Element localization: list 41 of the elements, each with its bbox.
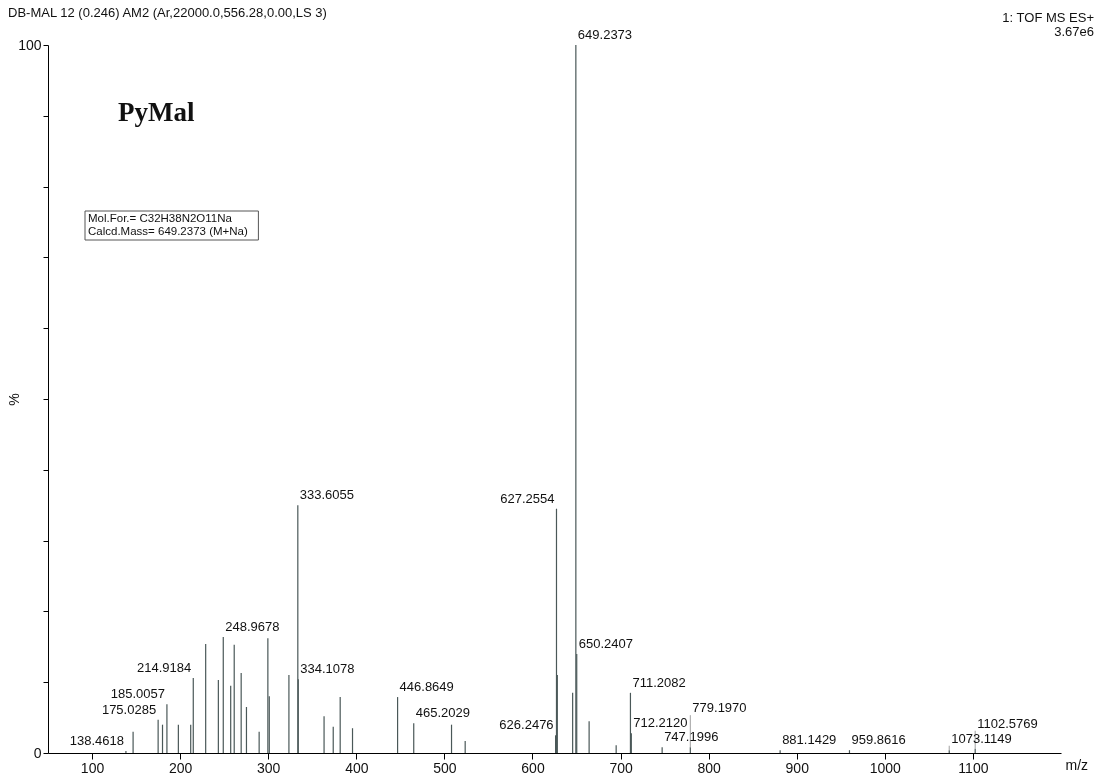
annotation: 214.9184 [137, 659, 192, 675]
x-tick-label: 1100 [958, 759, 989, 776]
annotation: Calcd.Mass= 649.2373 (M+Na) [88, 224, 248, 237]
chart-title: DB-MAL 12 (0.246) AM2 (Ar,22000.0,556.28,0.00,LS 3) [8, 5, 327, 20]
text: 3.67e6 [1054, 24, 1094, 39]
annotation: 712.2120 [633, 715, 688, 731]
annotation: Mol.For.= C32H38N2O11Na [88, 212, 233, 224]
annotation: 175.0285 [101, 701, 157, 717]
annotation: PyMal [118, 97, 195, 127]
y-tick-label: 0 [33, 744, 42, 761]
annotation: 446.8649 [399, 679, 454, 695]
x-tick-label: 200 [168, 759, 193, 776]
annotation: 626.2476 [499, 717, 554, 733]
text: 1: TOF MS ES+ [1002, 10, 1094, 25]
annotation: 333.6055 [299, 487, 355, 503]
annotation: 959.8616 [851, 732, 906, 748]
x-tick-label: 700 [609, 759, 633, 776]
x-tick-label: 300 [257, 759, 281, 776]
x-axis-title: m/z [1065, 756, 1089, 773]
x-tick-label: 500 [433, 759, 457, 776]
annotation: 334.1078 [300, 661, 355, 677]
x-tick-label: 400 [345, 759, 369, 776]
annotation: 465.2029 [415, 705, 470, 721]
annotation: 248.9678 [225, 618, 280, 634]
annotation: 881.1429 [782, 732, 837, 748]
annotation: 1102.5769 [977, 715, 1038, 731]
annotation: 185.0057 [110, 686, 165, 702]
annotation: 747.1996 [664, 729, 719, 745]
annotation: 649.2373 [577, 27, 633, 42]
x-tick-label: 900 [785, 759, 810, 776]
x-tick-label: 100 [80, 759, 105, 776]
annotation: 138.4618 [69, 732, 124, 748]
annotation: 1073.1149 [951, 730, 1012, 746]
y-axis-title: % [5, 393, 22, 406]
annotation: 627.2554 [500, 490, 555, 506]
x-tick-label: 600 [521, 759, 545, 776]
x-tick-label: 1000 [869, 759, 902, 776]
annotation: 711.2082 [632, 674, 686, 690]
annotation: 779.1970 [692, 700, 747, 716]
annotation: 650.2407 [578, 635, 633, 651]
x-tick-label: 800 [697, 759, 722, 776]
